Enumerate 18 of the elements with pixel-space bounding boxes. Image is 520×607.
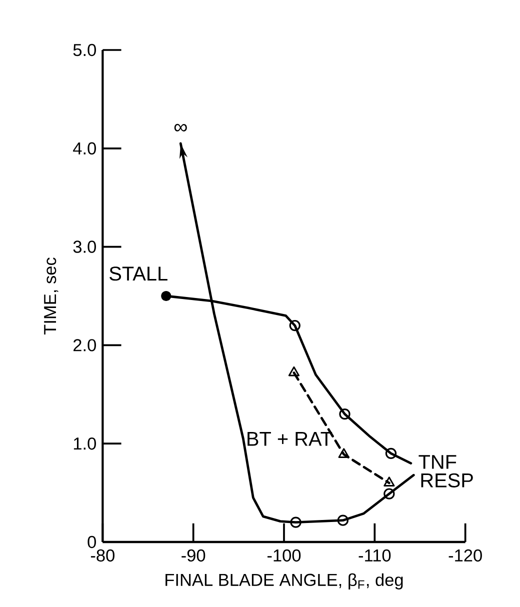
y-tick-label: 2.0 xyxy=(74,339,96,352)
annotation: ∞ xyxy=(174,124,187,132)
y-axis-title: TIME, sec xyxy=(44,258,58,334)
y-tick-label: 3.0 xyxy=(73,240,96,253)
series-label: TNF xyxy=(418,455,456,469)
y-tick-label: 0 xyxy=(88,536,96,548)
x-axis-title: FINAL BLADE ANGLE, β$_{F}$, deg xyxy=(166,573,403,590)
series-label: RESP xyxy=(421,473,473,488)
y-tick-label: 1.0 xyxy=(74,437,96,450)
x-tick-label: -100 xyxy=(267,549,301,562)
y-tick-label: 5.0 xyxy=(73,44,96,56)
series-label: BT + RAT xyxy=(248,432,332,446)
x-tick-label: -120 xyxy=(448,549,482,562)
x-tick-label: -110 xyxy=(358,549,391,562)
y-tick-label: 4.0 xyxy=(73,142,96,155)
x-tick-label: -80 xyxy=(90,549,114,562)
x-tick-label: -90 xyxy=(182,549,206,562)
legend-label: STALL xyxy=(110,266,168,281)
